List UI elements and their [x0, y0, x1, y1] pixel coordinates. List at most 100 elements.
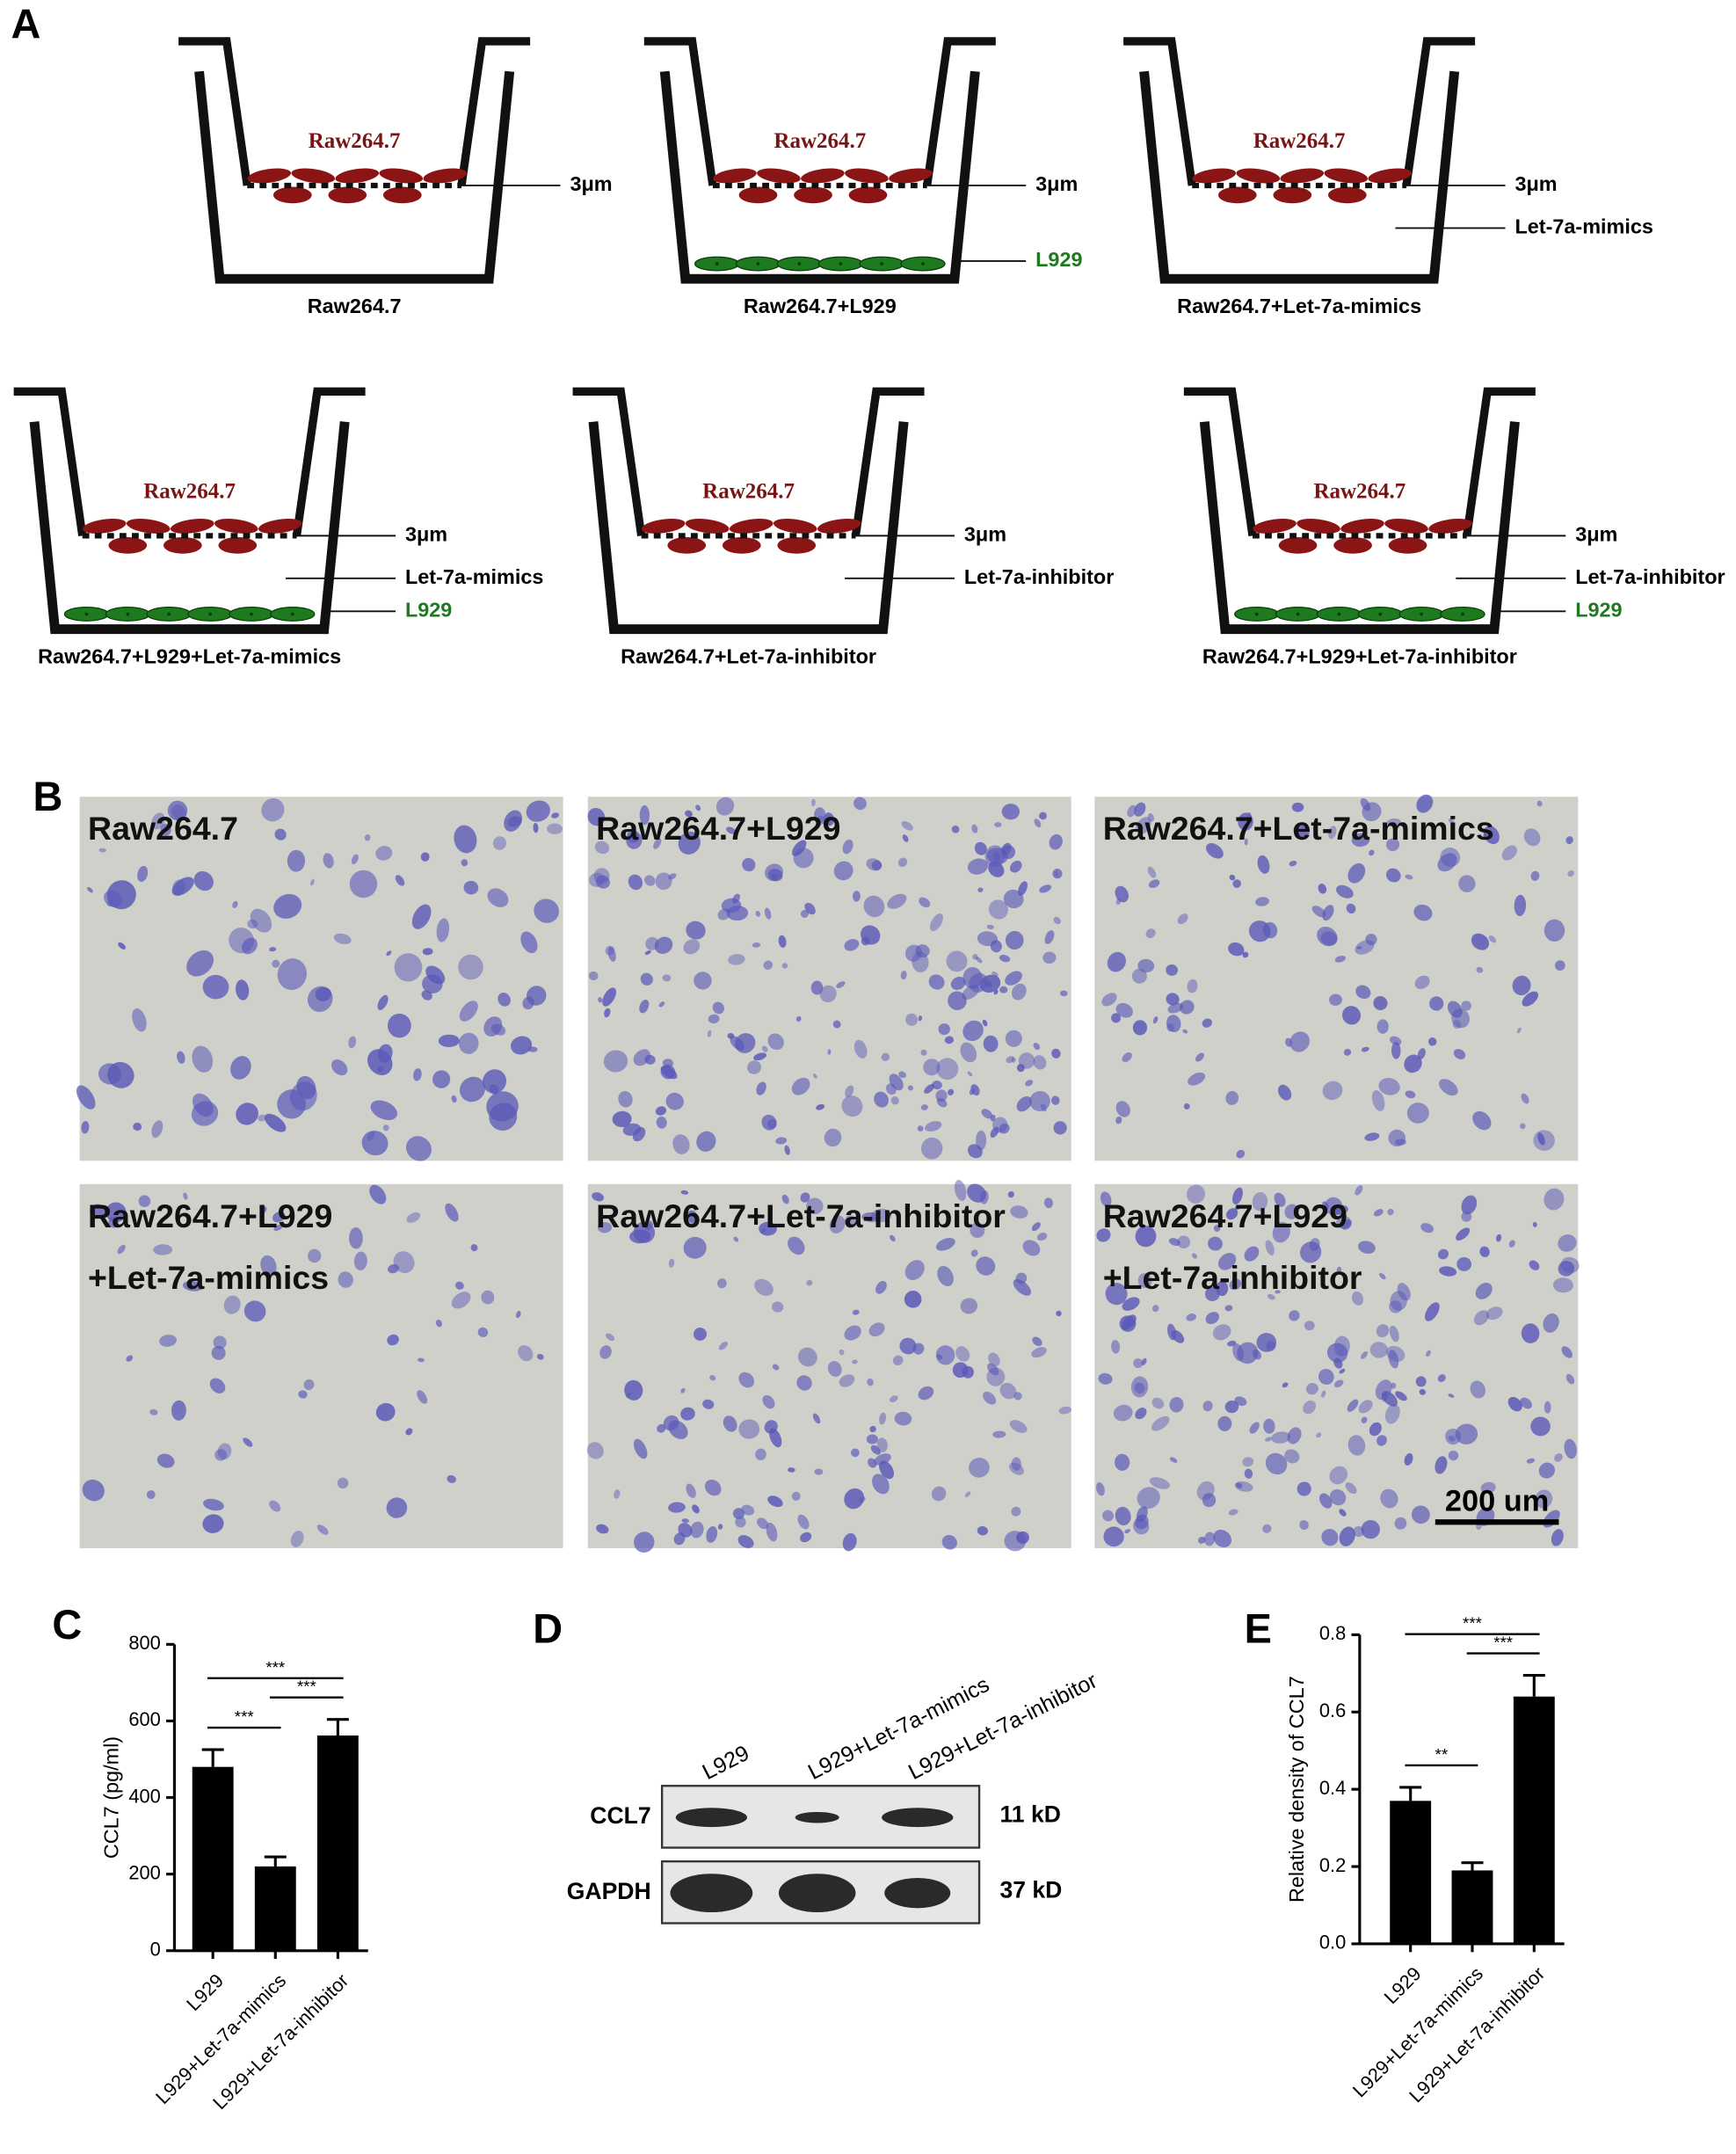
stained-cell: [938, 1023, 950, 1036]
insert-wall: [923, 37, 996, 186]
stained-cell: [387, 1334, 399, 1346]
stained-cell: [1043, 1197, 1053, 1209]
micrograph: Raw264.7+Let-7a-mimics: [1094, 794, 1579, 1161]
bar: [1390, 1801, 1432, 1944]
significance-label: ***: [1463, 1614, 1482, 1633]
stained-cell: [1136, 1506, 1148, 1523]
raw-cell: [817, 518, 861, 534]
raw-cell: [214, 518, 258, 534]
stained-cell: [1213, 1225, 1221, 1233]
stained-cell: [1284, 1449, 1300, 1464]
stained-cell: [1427, 1037, 1437, 1046]
stained-cell: [533, 822, 539, 833]
stained-cell: [898, 1071, 907, 1079]
stained-cell: [587, 808, 606, 826]
stained-cell: [160, 823, 171, 836]
stained-cell: [1242, 1457, 1254, 1467]
insert-wall: [1463, 387, 1536, 537]
stained-cell: [536, 1353, 544, 1360]
stained-cell: [1232, 879, 1241, 888]
micrograph-label: +Let-7a-mimics: [88, 1259, 329, 1296]
bottom-cells-label: L929: [1575, 599, 1622, 622]
stained-cell: [1191, 1253, 1198, 1259]
stained-cell: [712, 1001, 724, 1015]
stained-cell: [1031, 1347, 1047, 1358]
stained-cell: [618, 1091, 633, 1108]
stained-cell: [919, 897, 931, 908]
stained-cell: [1103, 1526, 1124, 1547]
micrograph-field: [79, 797, 563, 1161]
stained-cell: [214, 1448, 228, 1461]
stained-cell: [592, 1192, 604, 1202]
stained-cell: [1333, 1379, 1344, 1388]
stained-cell: [1347, 862, 1366, 884]
stained-cell: [1166, 993, 1180, 1006]
stained-cell: [867, 1378, 874, 1386]
stained-cell: [422, 948, 433, 956]
stained-cell: [274, 828, 287, 840]
stained-cell: [1361, 1519, 1380, 1539]
stained-cell: [202, 1514, 224, 1533]
stained-cell: [1448, 1435, 1456, 1442]
bottom-cells-label: L929: [405, 599, 452, 622]
stained-cell: [1523, 828, 1541, 847]
stained-cell: [272, 1211, 286, 1223]
stained-cell: [1271, 1431, 1291, 1444]
stained-cell: [994, 822, 1002, 827]
medium-label: Let-7a-mimics: [1514, 215, 1653, 238]
stained-cell: [876, 1437, 888, 1452]
stained-cell: [1274, 1192, 1286, 1207]
stained-cell: [1257, 855, 1270, 874]
stained-cell: [944, 1036, 955, 1044]
stained-cell: [159, 1335, 177, 1347]
stained-cell: [1111, 1340, 1121, 1354]
stained-cell: [596, 1524, 609, 1534]
stained-cell: [1347, 1435, 1366, 1456]
stained-cell: [76, 1085, 96, 1110]
stained-cell: [177, 1051, 185, 1064]
stained-cell: [890, 1395, 898, 1402]
stained-cell: [778, 935, 787, 948]
stained-cell: [1011, 1057, 1016, 1063]
stained-cell: [1322, 905, 1334, 921]
well-name: Raw264.7+L929: [744, 295, 897, 317]
stained-cell: [309, 878, 315, 886]
stained-cell: [657, 1423, 666, 1433]
stained-cell: [458, 954, 483, 980]
stained-cell: [1053, 1121, 1067, 1135]
stained-cell: [1514, 894, 1527, 917]
stained-cell: [1249, 1422, 1260, 1434]
insert-wall: [1402, 37, 1476, 186]
micrograph: Raw264.7+L929 +Let-7a-inhibitor: [1094, 1183, 1580, 1548]
stained-cell: [1237, 1342, 1259, 1364]
stained-cell: [1458, 875, 1476, 892]
stained-cell: [1039, 884, 1052, 893]
stained-cell: [1167, 1002, 1184, 1014]
stained-cell: [730, 1036, 745, 1051]
stained-cell: [1098, 1372, 1113, 1385]
stained-cell: [1217, 1415, 1232, 1431]
micrograph-label: Raw264.7+L929: [88, 1197, 332, 1234]
stained-cell: [872, 1474, 890, 1495]
stained-cell: [1395, 1391, 1407, 1401]
stained-cell: [824, 1128, 842, 1147]
raw-cell: [1192, 168, 1237, 184]
stained-cell: [106, 880, 136, 910]
stained-cell: [272, 959, 280, 968]
stained-cell: [1212, 1324, 1231, 1341]
stained-cell: [1351, 833, 1370, 848]
y-tick-label: 0.0: [1319, 1932, 1346, 1954]
stained-cell: [405, 1428, 413, 1436]
stained-cell: [668, 1258, 675, 1268]
stained-cell: [655, 1106, 667, 1116]
stained-cell: [106, 900, 113, 907]
stained-cell: [894, 1411, 912, 1426]
micrograph: Raw264.7+L929: [587, 797, 1071, 1161]
stained-cell: [1044, 930, 1055, 944]
stained-cell: [1404, 1452, 1413, 1466]
stained-cell: [836, 981, 846, 989]
stained-cell: [920, 1137, 943, 1160]
stained-cell: [827, 1361, 842, 1377]
stained-cell: [1356, 946, 1362, 950]
band: [675, 1808, 747, 1828]
